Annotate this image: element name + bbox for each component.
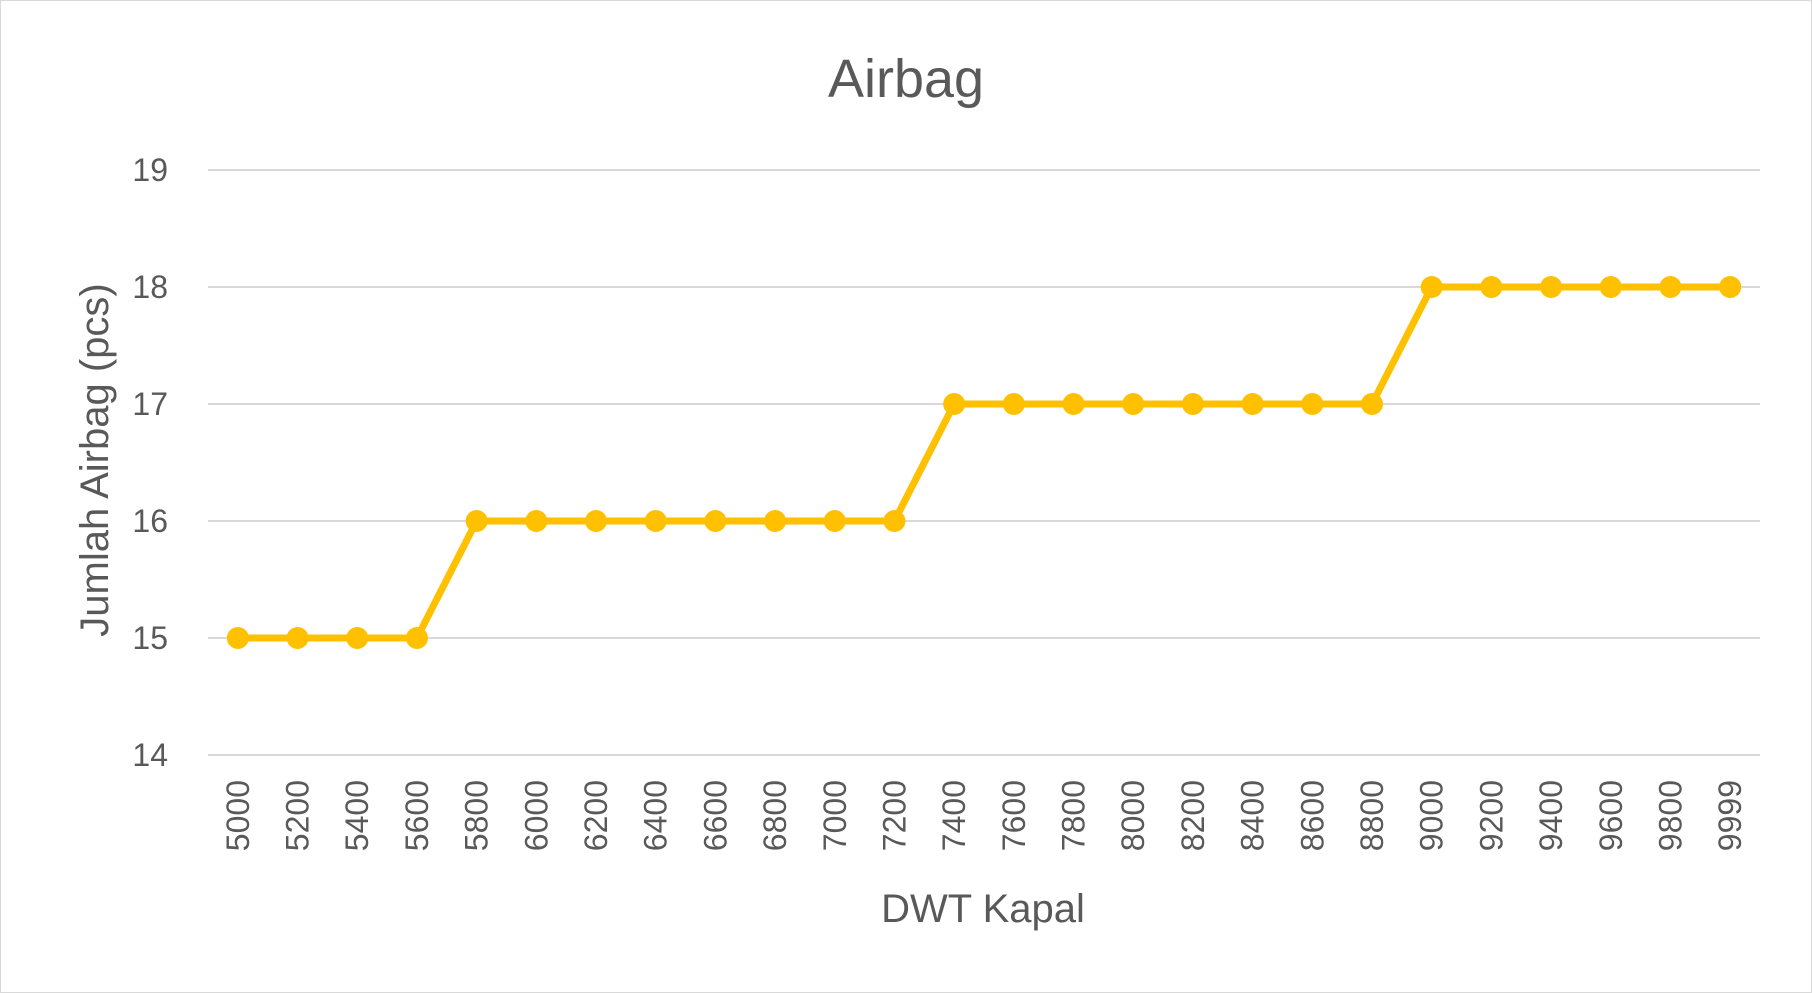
x-tick-label: 7400 — [936, 780, 972, 851]
series-line — [234, 283, 1734, 642]
x-tick-label: 5000 — [220, 780, 256, 851]
data-point — [1599, 276, 1622, 298]
data-point — [1301, 393, 1324, 415]
y-tick-label: 16 — [132, 503, 168, 539]
x-tick-label: 6400 — [638, 780, 674, 851]
x-tick-label: 9200 — [1473, 780, 1509, 851]
data-point — [525, 510, 548, 532]
gridlines — [208, 169, 1760, 756]
x-tick-label: 8400 — [1235, 780, 1271, 851]
y-tick-label: 14 — [132, 737, 168, 773]
data-point — [943, 393, 966, 415]
y-tick-label: 17 — [132, 386, 168, 422]
series-airbag — [226, 276, 1742, 649]
y-tick-label: 18 — [132, 269, 168, 305]
x-tick-label: 6600 — [697, 780, 733, 851]
data-point — [1361, 393, 1383, 415]
x-tick-label: 7200 — [876, 780, 912, 851]
x-axis-label: DWT Kapal — [881, 887, 1085, 931]
x-tick-label: 7600 — [996, 780, 1032, 851]
data-point — [346, 627, 369, 649]
y-axis-label: Jumlah Airbag (pcs) — [73, 283, 117, 636]
x-tick-label: 5200 — [280, 780, 316, 851]
data-point — [883, 510, 906, 532]
data-point — [1719, 276, 1742, 298]
y-axis-ticks: 14 15 16 17 18 19 — [132, 152, 168, 773]
x-tick-label: 5800 — [459, 780, 495, 851]
data-point — [704, 510, 727, 532]
x-tick-label: 6000 — [518, 780, 554, 851]
data-point — [465, 510, 488, 532]
x-tick-label: 8200 — [1175, 780, 1211, 851]
data-point — [1122, 393, 1145, 415]
x-tick-label: 8600 — [1294, 780, 1330, 851]
x-tick-label: 7000 — [817, 780, 853, 851]
x-tick-label: 9999 — [1712, 780, 1748, 851]
chart-title: Airbag — [828, 49, 984, 109]
x-axis-ticks: 5000 5200 5400 5600 5800 6000 6200 6400 6600 6800… — [220, 780, 1748, 851]
x-tick-label: 9800 — [1652, 780, 1688, 851]
data-point — [764, 510, 787, 532]
data-point — [1241, 393, 1264, 415]
data-point — [405, 627, 428, 649]
data-point — [1181, 393, 1204, 415]
data-point — [1480, 276, 1503, 298]
x-tick-label: 6200 — [578, 780, 614, 851]
x-tick-label: 9600 — [1593, 780, 1629, 851]
y-tick-label: 15 — [132, 620, 168, 656]
x-tick-label: 9400 — [1533, 780, 1569, 851]
data-point — [286, 627, 309, 649]
data-point — [226, 627, 249, 649]
y-tick-label: 19 — [132, 152, 168, 188]
data-point — [1002, 393, 1025, 415]
x-tick-label: 8000 — [1115, 780, 1151, 851]
data-point — [1540, 276, 1563, 298]
x-tick-label: 5400 — [339, 780, 375, 851]
x-tick-label: 5600 — [399, 780, 435, 851]
data-point — [1420, 276, 1443, 298]
data-point — [1659, 276, 1682, 298]
data-point — [823, 510, 846, 532]
x-tick-label: 6800 — [757, 780, 793, 851]
data-point — [585, 510, 607, 532]
x-tick-label: 8800 — [1354, 780, 1390, 851]
x-tick-label: 9000 — [1414, 780, 1450, 851]
x-tick-label: 7800 — [1056, 780, 1092, 851]
data-point — [644, 510, 667, 532]
data-point — [1062, 393, 1085, 415]
